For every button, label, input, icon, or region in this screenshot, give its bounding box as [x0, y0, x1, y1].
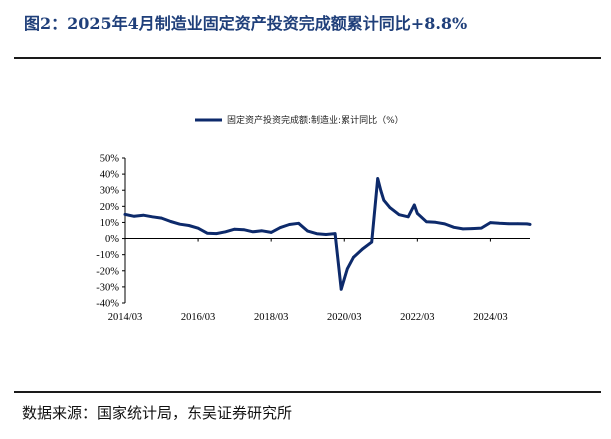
data-point: [516, 222, 520, 225]
y-tick-label: 20%: [100, 202, 120, 213]
data-point: [461, 227, 465, 231]
source-note: 数据来源：国家统计局，东吴证券研究所: [22, 404, 293, 422]
data-point: [279, 226, 282, 229]
legend-label: 固定资产投资完成额:制造业:累计同比（%）: [227, 114, 404, 126]
data-point: [224, 230, 227, 234]
bottom-rule: [14, 391, 601, 393]
data-point: [382, 198, 386, 202]
data-point: [425, 220, 428, 224]
data-point: [260, 229, 264, 233]
legend: 固定资产投资完成额:制造业:累计同比（%）: [195, 114, 404, 126]
data-point: [205, 231, 209, 235]
data-point: [242, 228, 246, 231]
data-point: [370, 240, 374, 244]
data-point: [525, 222, 529, 226]
data-point: [215, 232, 218, 235]
data-point: [388, 206, 392, 209]
data-point: [123, 213, 127, 216]
y-tick-label: -20%: [96, 266, 119, 277]
data-point: [443, 222, 447, 226]
data-point: [342, 277, 346, 281]
y-tick-label: 10%: [100, 218, 120, 229]
data-point: [498, 222, 501, 225]
y-tick-label: 50%: [100, 154, 120, 165]
data-point: [352, 256, 355, 259]
x-tick-label: 2014/03: [108, 312, 142, 323]
data-point: [324, 233, 328, 236]
data-point: [160, 216, 163, 220]
data-point: [306, 229, 310, 233]
data-point: [178, 222, 182, 226]
data-point: [361, 247, 364, 251]
data-point: [346, 267, 349, 271]
data-point: [376, 177, 380, 180]
data-point: [339, 288, 343, 291]
data-point: [452, 226, 456, 229]
data-point: [169, 220, 172, 223]
data-point: [288, 223, 291, 226]
data-point: [151, 215, 154, 219]
data-point: [187, 224, 191, 227]
axes: [124, 158, 530, 303]
y-tick-label: 40%: [100, 170, 120, 181]
x-tick-group: 2014/03 2016/03 2018/03 2020/03 2022/03 2024/…: [108, 238, 508, 323]
data-point: [315, 232, 319, 235]
y-tick-label: -30%: [96, 282, 119, 293]
data-point: [333, 232, 337, 235]
data-point: [196, 226, 200, 230]
data-point: [251, 230, 255, 234]
data-point: [297, 222, 300, 225]
figure-title: 图2：2025年4月制造业固定资产投资完成额累计同比+8.8%: [24, 14, 468, 33]
y-tick-label: 30%: [100, 186, 120, 197]
data-point: [413, 203, 416, 207]
data-point: [379, 189, 383, 192]
y-tick-label: 0%: [105, 234, 119, 245]
y-tick-group: -40% -30% -20% -10% 0% 10% 20% 30% 40% 50%: [96, 154, 125, 310]
data-point: [489, 221, 492, 224]
data-point: [470, 227, 474, 230]
data-point: [416, 212, 419, 215]
x-tick-label: 2016/03: [181, 312, 215, 323]
data-point: [434, 221, 437, 224]
y-tick-label: -10%: [96, 250, 119, 261]
data-point: [269, 231, 273, 234]
chart-svg: 固定资产投资完成额:制造业:累计同比（%） -40% -30% -20% -10% 0%…: [96, 114, 532, 323]
data-point: [480, 226, 483, 230]
data-point: [142, 213, 145, 217]
data-point: [406, 215, 410, 219]
x-tick-label: 2018/03: [254, 312, 288, 323]
x-tick-label: 2020/03: [327, 312, 361, 323]
data-point: [528, 223, 532, 226]
data-point: [397, 213, 401, 216]
series-line: [123, 177, 532, 291]
top-rule: [14, 57, 601, 59]
data-point: [507, 222, 511, 225]
series-points: [123, 177, 532, 291]
data-point: [233, 227, 236, 231]
x-tick-label: 2022/03: [400, 312, 434, 323]
y-tick-label: -40%: [96, 299, 119, 310]
data-point: [132, 215, 136, 218]
x-tick-label: 2024/03: [473, 312, 507, 323]
